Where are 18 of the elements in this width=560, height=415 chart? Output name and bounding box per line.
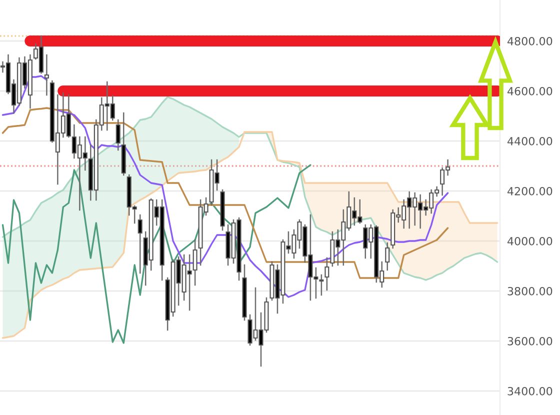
y-tick-label: 4800.00 — [507, 36, 552, 46]
y-tick-label: 4600.00 — [507, 86, 552, 96]
y-tick-label: 3400.00 — [508, 386, 552, 396]
candlestick — [44, 54, 49, 96]
y-tick-label: 4000.00 — [507, 236, 552, 246]
y-tick-label: 3800.00 — [508, 286, 552, 296]
candlestick — [138, 214, 142, 274]
candlestick — [385, 242, 390, 271]
candlestick — [116, 119, 120, 151]
y-tick-label: 3600.00 — [508, 336, 552, 346]
y-tick-label: 4200.00 — [507, 186, 552, 196]
candlestick — [324, 257, 330, 291]
line-series — [2, 96, 498, 281]
line-series — [2, 164, 312, 344]
candlestick — [319, 274, 324, 296]
candlestick — [192, 239, 198, 286]
y-tick-label: 4400.00 — [507, 136, 552, 146]
line-series — [2, 131, 498, 339]
